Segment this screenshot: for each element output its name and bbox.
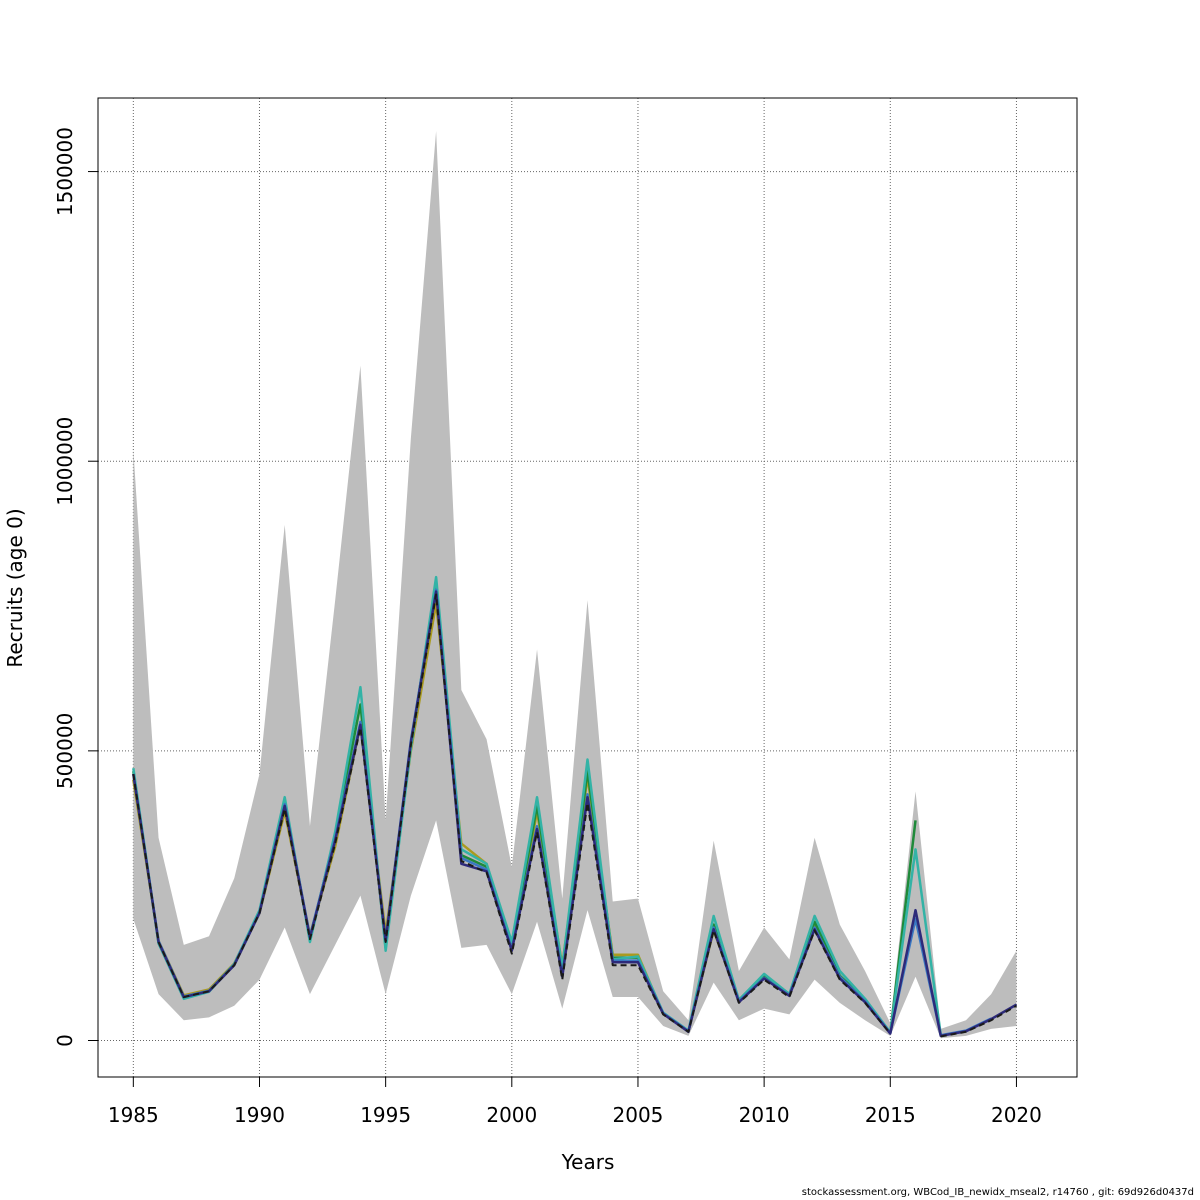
y-tick-label: 1500000 xyxy=(53,127,77,216)
confidence-band-layer xyxy=(133,131,1017,1039)
series-lines-layer xyxy=(132,575,1018,1038)
x-tick-label: 1995 xyxy=(360,1103,411,1127)
y-tick-label: 1000000 xyxy=(53,417,77,506)
confidence-band xyxy=(133,131,1017,1039)
y-axis: 0 500000 1000000 1500000 xyxy=(53,127,98,1047)
x-axis-title: Years xyxy=(561,1150,615,1174)
x-tick-label: 2015 xyxy=(865,1103,916,1127)
x-tick-label: 2000 xyxy=(486,1103,537,1127)
plot-frame xyxy=(97,97,1078,1078)
y-tick-label: 500000 xyxy=(53,713,77,789)
x-tick-label: 1985 xyxy=(108,1103,159,1127)
footer-source-text: stockassessment.org, WBCod_IB_newidx_mse… xyxy=(801,1187,1194,1198)
x-tick-label: 2005 xyxy=(613,1103,664,1127)
x-tick-label: 1990 xyxy=(234,1103,285,1127)
x-tick-label: 2020 xyxy=(991,1103,1042,1127)
x-axis: 1985 1990 1995 2000 2005 2010 2015 2020 xyxy=(108,1077,1042,1127)
series-line xyxy=(132,593,892,1035)
x-tick-label: 2010 xyxy=(739,1103,790,1127)
y-axis-title: Recruits (age 0) xyxy=(3,508,27,667)
series-line xyxy=(940,1004,1017,1038)
y-tick-label: 0 xyxy=(53,1034,77,1047)
